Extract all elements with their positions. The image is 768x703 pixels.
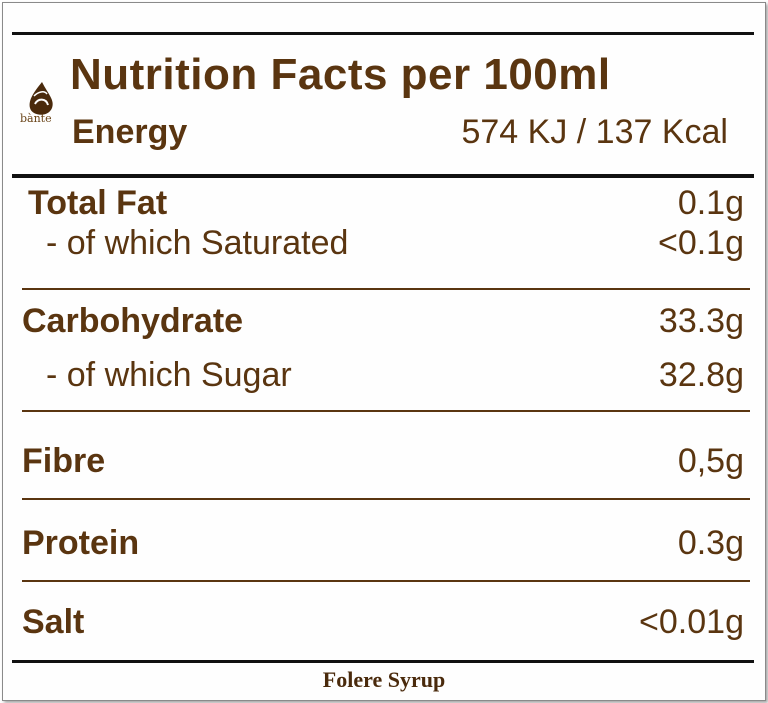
energy-label: Energy [72, 113, 188, 151]
divider [22, 288, 750, 290]
brand-logo: bànte [20, 78, 64, 128]
row-label-protein: Protein [22, 524, 140, 562]
energy-rule [12, 174, 754, 178]
row-value-fibre: 0,5g [677, 442, 744, 480]
drop-logo-icon [29, 82, 53, 115]
divider [22, 580, 750, 582]
top-rule [12, 32, 754, 35]
row-label-carbohydrate: Carbohydrate [22, 302, 244, 340]
row-label-saturated: - of which Saturated [46, 224, 349, 262]
product-name: Folere Syrup [322, 667, 446, 692]
row-value-total-fat: 0.1g [677, 184, 744, 222]
divider [22, 498, 750, 500]
energy-value: 574 KJ / 137 Kcal [461, 113, 728, 151]
row-value-sugar: 32.8g [658, 356, 744, 394]
row-label-sugar: - of which Sugar [46, 356, 292, 394]
logo-text: bànte [20, 112, 52, 125]
row-value-salt: <0.01g [639, 603, 744, 641]
row-value-protein: 0.3g [677, 524, 744, 562]
row-value-saturated: <0.1g [657, 224, 744, 262]
bottom-rule [12, 660, 754, 663]
row-label-total-fat: Total Fat [28, 184, 168, 222]
row-label-fibre: Fibre [22, 442, 106, 480]
row-label-salt: Salt [22, 603, 85, 641]
label-title: Nutrition Facts per 100ml [70, 50, 611, 99]
divider [22, 410, 750, 412]
row-value-carbohydrate: 33.3g [658, 302, 744, 340]
